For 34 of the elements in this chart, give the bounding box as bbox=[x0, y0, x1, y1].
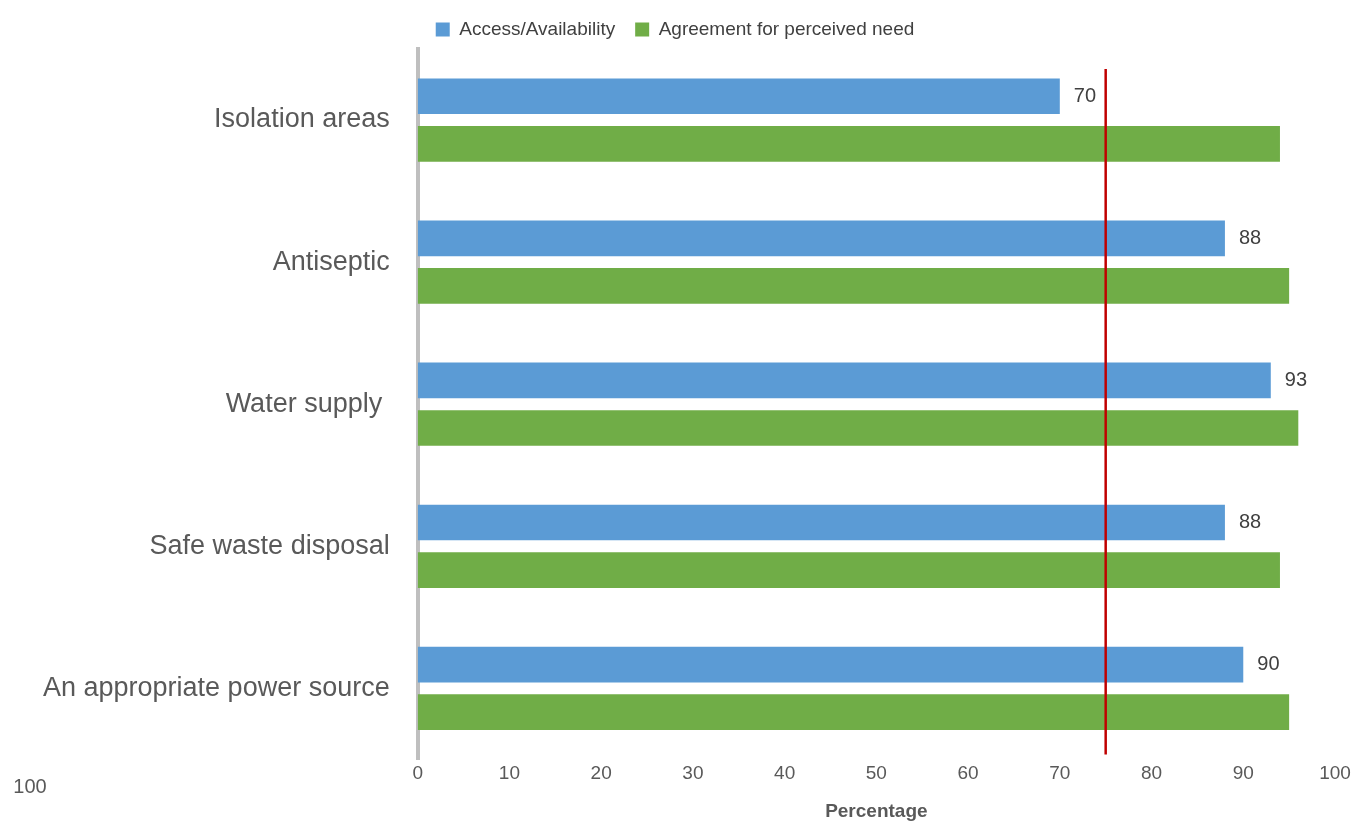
x-tick-label: 100 bbox=[1319, 762, 1351, 784]
x-tick-label: 70 bbox=[1049, 762, 1071, 784]
x-axis-title: Percentage bbox=[825, 799, 928, 821]
x-tick-label: 10 bbox=[498, 762, 520, 784]
bar bbox=[417, 552, 1280, 588]
x-tick-label: 50 bbox=[865, 762, 887, 784]
x-tick-label: 0 bbox=[412, 762, 423, 784]
x-tick-label: 40 bbox=[774, 762, 796, 784]
bar bbox=[417, 362, 1271, 399]
bar bbox=[417, 220, 1225, 257]
bar bbox=[417, 504, 1225, 541]
data-label: 90 bbox=[1257, 652, 1280, 675]
x-tick-label: 90 bbox=[1232, 762, 1254, 784]
data-label: 93 bbox=[1284, 367, 1308, 390]
x-tick-label: 80 bbox=[1140, 762, 1163, 784]
bar bbox=[417, 125, 1280, 162]
y-tick-label: Safe waste disposal bbox=[149, 529, 390, 560]
x-tick-label: 20 bbox=[590, 762, 612, 784]
y-tick-label: Isolation areas bbox=[214, 103, 390, 134]
legend-label: Agreement for perceived need bbox=[658, 17, 915, 39]
y-tick-label: Water supply bbox=[225, 387, 390, 418]
data-label: 70 bbox=[1073, 83, 1097, 106]
x-tick-label: 30 bbox=[682, 762, 704, 784]
bar bbox=[417, 694, 1290, 731]
bar bbox=[417, 646, 1244, 683]
x-tick-label: 60 bbox=[957, 762, 979, 784]
y-tick-label: An appropriate power source bbox=[43, 671, 390, 702]
bar bbox=[417, 78, 1060, 115]
data-label: 88 bbox=[1238, 225, 1262, 248]
legend-label: Access/Availability bbox=[459, 17, 616, 39]
data-label: 88 bbox=[1238, 510, 1262, 532]
bar bbox=[417, 410, 1299, 446]
bar bbox=[417, 268, 1290, 304]
y-tick-label: Antiseptic bbox=[272, 245, 390, 276]
